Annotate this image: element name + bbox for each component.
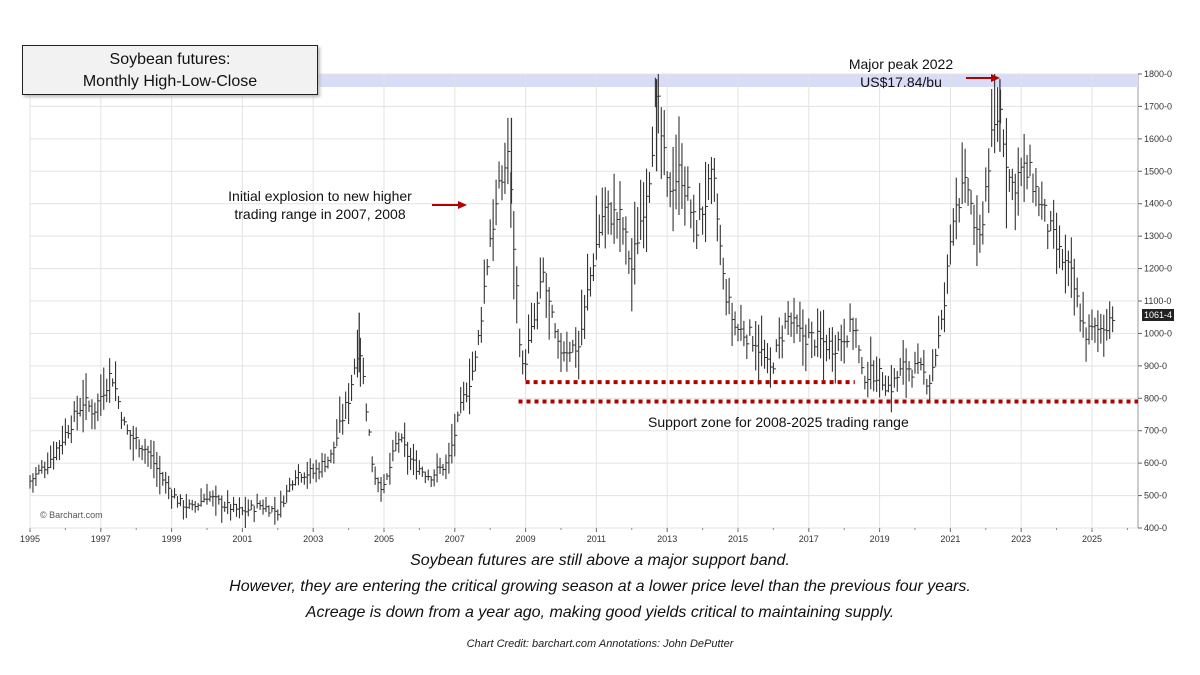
arrow-major-peak (966, 74, 1000, 82)
annotation-support-zone: Support zone for 2008-2025 trading range (648, 414, 909, 430)
last-price-marker: 1061-4 (1142, 309, 1175, 321)
x-tick-label: 2013 (657, 534, 677, 544)
y-tick-label: 1700-0 (1144, 101, 1172, 111)
arrow-major-peak-head (991, 74, 1000, 82)
y-tick-label: 1600-0 (1144, 134, 1172, 144)
y-tick-label: 1000-0 (1144, 328, 1172, 338)
annotation-initial-line-2: trading range in 2007, 2008 (234, 206, 406, 222)
y-tick-label: 1500-0 (1144, 166, 1172, 176)
y-tick-label: 1400-0 (1144, 199, 1172, 209)
y-tick-label: 700-0 (1144, 426, 1167, 436)
caption-line-1: Soybean futures are still above a major … (410, 552, 790, 569)
annotation-peak-line-1: Major peak 2022 (848, 56, 954, 72)
x-tick-label: 2001 (232, 534, 252, 544)
arrow-initial-explosion (432, 201, 467, 209)
x-tick-label: 2015 (728, 534, 748, 544)
annotation-peak-line-2: US$17.84/bu (860, 74, 942, 90)
barchart-watermark: © Barchart.com (40, 510, 103, 520)
x-tick-label: 2025 (1082, 534, 1102, 544)
y-tick-label: 900-0 (1144, 361, 1167, 371)
x-tick-label: 2007 (445, 534, 465, 544)
x-tick-label: 2019 (870, 534, 890, 544)
annotation-initial-line-1: Initial explosion to new higher (228, 188, 412, 204)
annotation-major-peak: Major peak 2022 US$17.84/bu (826, 55, 976, 91)
arrow-initial-explosion-head (458, 201, 467, 209)
x-tick-label: 2003 (303, 534, 323, 544)
x-tick-label: 2017 (799, 534, 819, 544)
x-tick-label: 2021 (940, 534, 960, 544)
y-tick-label: 1300-0 (1144, 231, 1172, 241)
caption-line-2: However, they are entering the critical … (229, 578, 971, 595)
x-tick-label: 1995 (20, 534, 40, 544)
chart-title-line-2: Monthly High-Low-Close (82, 73, 258, 90)
y-tick-label: 400-0 (1144, 523, 1167, 533)
annotation-initial-explosion: Initial explosion to new higher trading … (190, 187, 450, 223)
x-tick-label: 2011 (587, 534, 606, 544)
x-tick-label: 2009 (516, 534, 536, 544)
chart-credit: Chart Credit: barchart.com Annotations: … (466, 638, 734, 650)
chart-title-line-1: Soybean futures: (109, 51, 231, 68)
x-tick-label: 2005 (374, 534, 394, 544)
chart-title-box: Soybean futures: Monthly High-Low-Close (22, 45, 318, 95)
y-tick-label: 1100-0 (1144, 296, 1171, 306)
y-tick-label: 800-0 (1144, 393, 1167, 403)
y-tick-label: 1800-0 (1144, 69, 1172, 79)
x-tick-label: 1997 (91, 534, 111, 544)
x-tick-label: 1999 (162, 534, 182, 544)
x-tick-label: 2023 (1011, 534, 1031, 544)
y-tick-label: 600-0 (1144, 458, 1167, 468)
y-tick-label: 1200-0 (1144, 264, 1172, 274)
price-bars (29, 74, 1116, 528)
y-tick-label: 500-0 (1144, 491, 1167, 501)
caption-line-3: Acreage is down from a year ago, making … (305, 604, 895, 621)
